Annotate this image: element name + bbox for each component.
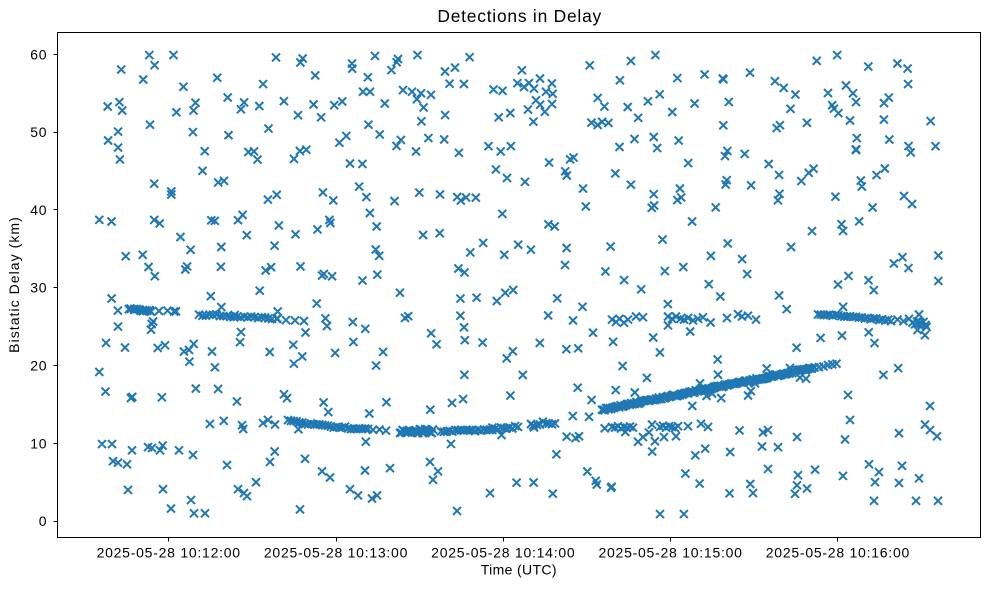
svg-text:0: 0	[39, 513, 48, 529]
svg-text:60: 60	[30, 46, 47, 62]
svg-text:2025-05-28 10:15:00: 2025-05-28 10:15:00	[598, 545, 742, 561]
svg-text:30: 30	[30, 280, 47, 296]
svg-text:2025-05-28 10:16:00: 2025-05-28 10:16:00	[766, 545, 910, 561]
svg-text:2025-05-28 10:14:00: 2025-05-28 10:14:00	[431, 545, 575, 561]
svg-text:10: 10	[30, 435, 47, 451]
svg-text:20: 20	[30, 358, 47, 374]
svg-text:Bistatic Delay (km): Bistatic Delay (km)	[6, 216, 22, 353]
svg-text:50: 50	[30, 124, 47, 140]
svg-text:40: 40	[30, 202, 47, 218]
svg-text:2025-05-28 10:13:00: 2025-05-28 10:13:00	[264, 545, 408, 561]
svg-text:Time (UTC): Time (UTC)	[481, 562, 557, 578]
svg-text:2025-05-28 10:12:00: 2025-05-28 10:12:00	[97, 545, 241, 561]
svg-text:Detections in Delay: Detections in Delay	[437, 6, 602, 26]
